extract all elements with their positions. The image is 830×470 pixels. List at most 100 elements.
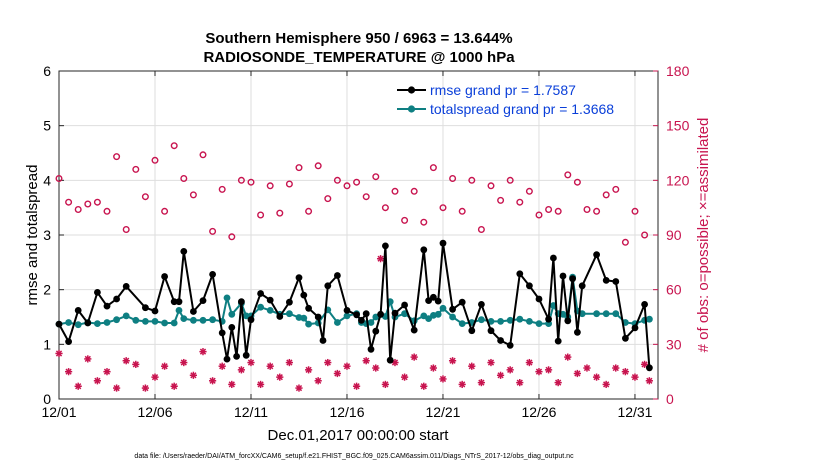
- spread-point: [305, 320, 312, 328]
- obs-possible-point: [381, 204, 389, 212]
- obs-possible-point: [93, 198, 101, 206]
- spread-point: [94, 320, 101, 327]
- rmse-point: [612, 278, 620, 285]
- obs-assimilated-point: [362, 357, 370, 365]
- rmse-point: [266, 296, 274, 304]
- rmse-point: [300, 291, 308, 299]
- obs-possible-point: [362, 193, 370, 201]
- rmse-point: [142, 304, 149, 312]
- obs-assimilated-point: [208, 377, 217, 385]
- y-right-tick-label: 180: [666, 63, 690, 79]
- obs-assimilated-point: [458, 380, 466, 389]
- data-file-footnote: data file: /Users/raeder/DAI/ATM_forcXX/…: [134, 453, 574, 460]
- obs-possible-point: [477, 225, 485, 233]
- obs-possible-point: [554, 207, 562, 215]
- obs-assimilated-point: [645, 377, 653, 385]
- rmse-point: [113, 295, 120, 303]
- spread-point: [122, 312, 130, 320]
- y-right-tick-label: 90: [666, 227, 682, 243]
- rmse-point: [425, 297, 432, 304]
- obs-assimilated-point: [516, 379, 524, 387]
- rmse-point: [161, 273, 169, 280]
- rmse-point: [324, 282, 332, 290]
- obs-assimilated-point: [151, 373, 159, 381]
- obs-assimilated-point: [477, 379, 485, 387]
- obs-possible-point: [545, 205, 553, 213]
- obs-assimilated-point: [352, 382, 361, 390]
- x-tick-label: 12/06: [137, 404, 172, 420]
- y-tick-label: 1: [43, 336, 51, 352]
- rmse-point: [286, 298, 293, 306]
- spread-point: [190, 316, 197, 324]
- obs-possible-point: [429, 164, 437, 172]
- obs-possible-point: [621, 238, 629, 246]
- rmse-point: [372, 327, 380, 335]
- x-axis-ticks: 12/01 12/06 12/11 12/16 12/21 12/26 12/31: [41, 71, 653, 420]
- obs-assimilated-point: [429, 364, 437, 372]
- rmse-point: [84, 319, 92, 327]
- y-right-tick-label: 120: [666, 172, 690, 188]
- y-tick-label: 5: [43, 118, 51, 134]
- rmse-point: [103, 302, 111, 310]
- spread-point: [113, 316, 120, 324]
- obs-assimilated-point: [180, 358, 188, 367]
- obs-possible-point: [343, 182, 351, 190]
- spread-point: [434, 310, 442, 318]
- obs-assimilated-point: [602, 380, 610, 389]
- y-axis-left-label: rmse and totalspread: [24, 165, 41, 306]
- obs-assimilated-point: [535, 368, 543, 376]
- obs-possible-point: [506, 176, 514, 184]
- x-tick-label: 12/01: [41, 404, 76, 420]
- obs-possible-point: [631, 207, 639, 215]
- spread-point: [535, 320, 543, 327]
- obs-assimilated-point: [564, 353, 572, 361]
- obs-possible-point: [189, 191, 197, 199]
- spread-point: [257, 303, 264, 311]
- rmse-point: [353, 311, 360, 319]
- rmse-point: [578, 282, 586, 290]
- spread-point: [103, 319, 111, 326]
- rmse-point: [487, 327, 495, 335]
- obs-possible-point: [266, 182, 274, 190]
- obs-assimilated-point: [324, 358, 332, 367]
- rmse-point: [276, 313, 284, 320]
- obs-possible-point: [449, 174, 457, 182]
- spread-point: [175, 307, 183, 314]
- rmse-point: [468, 327, 476, 335]
- chart-title-line-2: RADIOSONDE_TEMPERATURE @ 1000 hPa: [203, 49, 515, 66]
- rmse-point: [439, 239, 447, 247]
- rmse-point: [646, 364, 653, 372]
- spread-point: [612, 310, 620, 318]
- y-tick-label: 0: [43, 391, 51, 407]
- rmse-point: [478, 301, 485, 308]
- obs-possible-point: [65, 198, 73, 206]
- obs-assimilated-series: [55, 255, 653, 392]
- obs-assimilated-point: [439, 375, 447, 383]
- obs-possible-point: [401, 216, 409, 224]
- y-tick-label: 4: [43, 172, 51, 188]
- obs-possible-point: [237, 176, 245, 184]
- obs-assimilated-point: [84, 355, 92, 363]
- rmse-point: [319, 337, 327, 344]
- rmse-point: [199, 297, 207, 304]
- rmse-point: [631, 324, 639, 332]
- spread-point: [223, 294, 231, 302]
- spread-point: [199, 316, 207, 324]
- rmse-point: [458, 298, 466, 306]
- obs-assimilated-point: [74, 382, 82, 390]
- x-tick-label: 12/26: [521, 404, 556, 420]
- obs-assimilated-point: [612, 364, 620, 372]
- obs-assimilated-point: [141, 384, 149, 392]
- rmse-point: [242, 351, 250, 359]
- obs-assimilated-point: [381, 380, 389, 389]
- obs-possible-point: [593, 207, 601, 215]
- spread-point: [439, 304, 447, 312]
- spread-point: [516, 315, 524, 323]
- rmse-point: [74, 307, 82, 314]
- obs-possible-point: [132, 165, 140, 173]
- rmse-point: [382, 242, 389, 250]
- y-right-tick-label: 60: [666, 282, 682, 298]
- spread-point: [334, 319, 341, 326]
- obs-assimilated-point: [621, 368, 629, 376]
- spread-point: [526, 318, 533, 325]
